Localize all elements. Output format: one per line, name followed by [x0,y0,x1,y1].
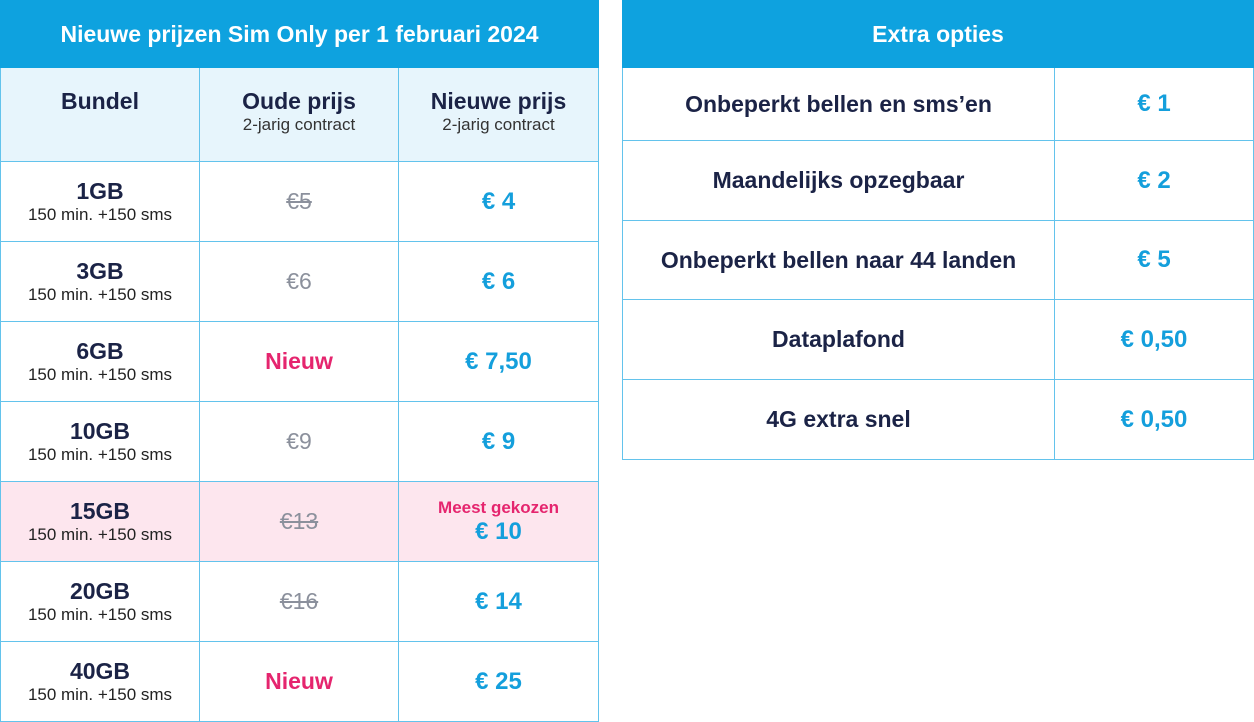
row: 3GB 150 min. +150 sms €6 € 6 [0,241,599,322]
option: Onbeperkt bellen naar 44 landen [622,220,1055,300]
header-title: Oude prijs [242,88,356,114]
option-price: € 5 [1054,220,1254,300]
price-table: Nieuwe prijzen Sim Only per 1 februari 2… [0,0,599,722]
bundle: 3GB [76,258,124,284]
header-subtitle: 2-jarig contract [442,115,555,134]
bundle: 10GB [69,418,131,444]
new-price: € 6 [481,267,516,295]
new-price: € 10 [475,517,522,545]
bundle: 20GB [69,578,131,604]
row: 1GB 150 min. +150 sms €5 € 4 [0,161,599,242]
old-price: €13 [279,508,319,534]
column-header: Oude prijs 2-jarig contract [199,67,399,162]
row: 10GB 150 min. +150 sms €9 € 9 [0,401,599,482]
row: 6GB 150 min. +150 sms Nieuw € 7,50 [0,321,599,402]
option: Onbeperkt bellen en sms’en [622,67,1055,141]
row: 20GB 150 min. +150 sms €16 € 14 [0,561,599,642]
row-highlight: 15GB 150 min. +150 sms €13 Meest gekozen €… [0,481,599,562]
option-price: € 2 [1054,140,1254,221]
old-price: €16 [279,588,319,614]
details: 150 min. +150 sms [27,685,173,704]
column-header: Nieuwe prijs 2-jarig contract [398,67,599,162]
header-title: Nieuwe prijs [430,88,567,114]
column-header: Bundel [0,67,200,162]
row: Onbeperkt bellen naar 44 landen € 5 [622,220,1254,300]
details: 150 min. +150 sms [27,445,173,464]
row: 4G extra snel € 0,50 [622,379,1254,460]
new-price: € 9 [481,427,516,455]
new-price: € 25 [475,667,522,695]
badge: Meest gekozen [438,497,559,517]
details: 150 min. +150 sms [27,525,173,544]
header-subtitle: 2-jarig contract [242,115,356,134]
option: Maandelijks opzegbaar [622,140,1055,221]
details: 150 min. +150 sms [27,365,173,384]
details: 150 min. +150 sms [27,605,173,624]
old-price: €6 [286,268,312,294]
row: Onbeperkt bellen en sms’en € 1 [622,67,1254,141]
new-price: € 7,50 [465,347,532,375]
option-price: € 0,50 [1054,299,1254,380]
bundle: 6GB [76,338,124,364]
row: Maandelijks opzegbaar € 2 [622,140,1254,221]
old-price: Nieuw [265,668,333,694]
bundle: 1GB [76,178,124,204]
option-price: € 1 [1054,67,1254,141]
option: Dataplafond [622,299,1055,380]
new-price: € 4 [481,187,516,215]
option-price: € 0,50 [1054,379,1254,460]
table-title: Extra opties [622,0,1254,68]
bundle: 15GB [69,498,131,524]
details: 150 min. +150 sms [27,285,173,304]
new-price: € 14 [475,587,522,615]
old-price: €5 [286,188,312,214]
old-price: Nieuw [265,348,333,374]
option: 4G extra snel [622,379,1055,460]
table-title: Nieuwe prijzen Sim Only per 1 februari 2… [0,0,599,68]
options-table: Extra opties Onbeperkt bellen en sms’en €… [622,0,1254,460]
row: Dataplafond € 0,50 [622,299,1254,380]
old-price: €9 [286,428,312,454]
details: 150 min. +150 sms [27,205,173,224]
header-title: Bundel [61,88,139,114]
bundle: 40GB [69,658,131,684]
row: 40GB 150 min. +150 sms Nieuw € 25 [0,641,599,722]
